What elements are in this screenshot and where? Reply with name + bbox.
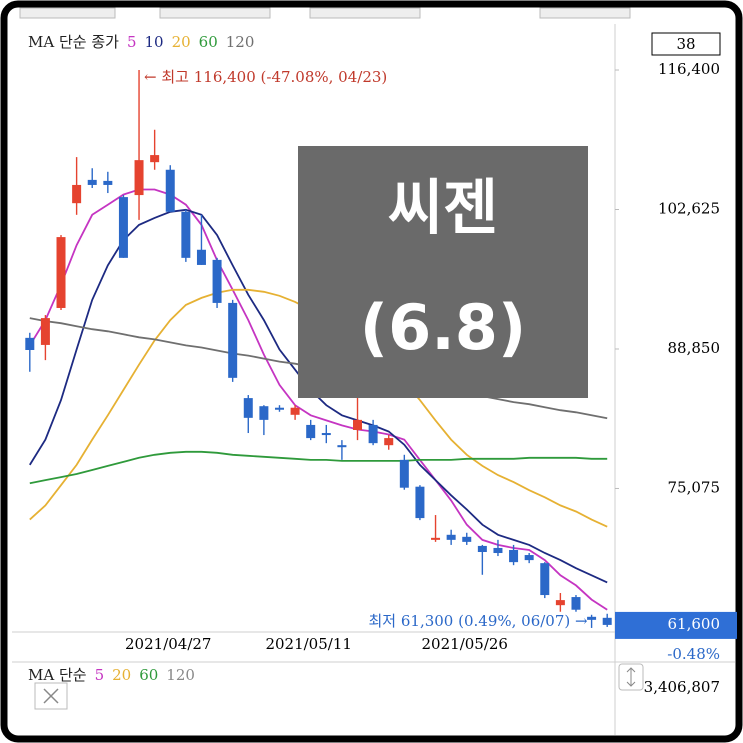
tab (159, 7, 271, 19)
scroll-icon (626, 667, 636, 687)
candle-body (321, 433, 331, 436)
legend-title: MA 단순 (28, 666, 87, 684)
candle-body (228, 302, 238, 378)
candle-body (134, 160, 144, 196)
ma-line (29, 450, 608, 485)
candle-body (25, 337, 35, 350)
current-price-box (615, 611, 737, 639)
candle-body (40, 318, 50, 345)
legend-item: 10 (144, 33, 163, 51)
candle-body (87, 179, 97, 185)
change-label: -0.48% (667, 645, 720, 663)
candle-body (587, 616, 597, 620)
legend-item: 20 (172, 33, 191, 51)
y-tick-label: 75,075 (668, 478, 721, 496)
candle-body (72, 184, 82, 204)
candle-body (446, 534, 456, 540)
candle-body (524, 555, 534, 561)
candle-body (555, 600, 565, 606)
candle-body (477, 545, 487, 553)
candle-body (118, 197, 128, 258)
tab (19, 7, 116, 19)
overlay-title: 씨젠 (388, 174, 498, 244)
legend-item: 120 (226, 33, 255, 51)
candle-body (384, 438, 394, 446)
low-annotation: 최저 61,300 (0.49%, 06/07) → (369, 612, 589, 630)
legend-item: 120 (166, 666, 195, 684)
candle-body (493, 547, 503, 554)
candle-body (181, 211, 191, 258)
candle-body (56, 237, 66, 308)
candle-body (399, 459, 409, 488)
candle-body (571, 597, 581, 610)
high-annotation: ← 최고 116,400 (-47.08%, 04/23) (144, 68, 387, 86)
candle-body (337, 445, 347, 448)
candle-body (274, 407, 284, 410)
x-tick-label: 2021/04/27 (125, 635, 211, 653)
close-icon (43, 688, 59, 704)
legend-item: 5 (127, 33, 137, 51)
candle-body (290, 407, 300, 415)
candle-body (602, 617, 612, 625)
candle-body (509, 549, 519, 563)
candle-body (415, 486, 425, 519)
overlay-box (298, 146, 588, 398)
candle-body (368, 424, 378, 444)
volume-axis-label: 3,406,807 (644, 678, 720, 696)
y-tick-label: 102,625 (658, 200, 720, 218)
x-tick-label: 2021/05/11 (265, 635, 351, 653)
y-tick-label: 88,850 (668, 339, 721, 357)
candle-body (540, 563, 550, 596)
candle-body (353, 419, 363, 430)
candle-body (196, 249, 206, 265)
legend-item: 20 (112, 666, 131, 684)
candle-body (431, 537, 441, 540)
legend-item: 60 (199, 33, 218, 51)
x-tick-label: 2021/05/26 (422, 635, 508, 653)
candle-body (150, 155, 160, 163)
tab (309, 7, 421, 19)
legend-title: MA 단순 종가 (28, 33, 119, 51)
ma-line (29, 188, 608, 611)
overlay-subtitle: (6.8) (360, 291, 527, 364)
candle-body (462, 536, 472, 542)
close-button[interactable] (34, 682, 68, 710)
candle-body (243, 398, 253, 418)
candle-body (306, 424, 316, 439)
candle-body (212, 259, 222, 303)
legend-item: 60 (139, 666, 158, 684)
count-box (651, 32, 721, 56)
legend-item: 5 (95, 666, 105, 684)
candle-body (165, 169, 175, 212)
tab (539, 7, 631, 19)
plot: 116,400 102,625 88,850 75,075 2021/04/27 2021… (25, 33, 737, 696)
y-tick-label: 116,400 (658, 60, 720, 78)
current-price-label: 61,600 (668, 615, 721, 633)
candle-count: 38 (676, 35, 695, 53)
candle-body (103, 180, 113, 185)
candle-body (259, 406, 269, 420)
